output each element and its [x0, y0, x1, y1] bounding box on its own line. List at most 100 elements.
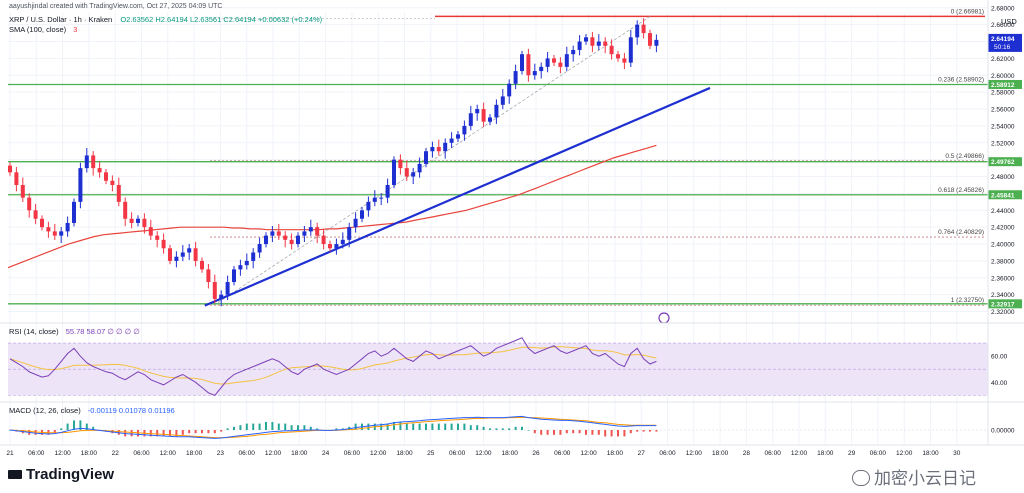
- candle-body: [424, 151, 428, 164]
- candle-body: [372, 197, 377, 202]
- macd-hist-bar: [92, 426, 95, 430]
- candle: [366, 196, 371, 217]
- x-tick: 18:00: [81, 450, 98, 457]
- macd-hist-bar: [604, 430, 607, 437]
- price-tick: 2.34000: [991, 292, 1015, 299]
- candle: [264, 232, 268, 248]
- macd-hist-bar: [508, 428, 511, 430]
- candle: [398, 154, 403, 175]
- macd-hist-bar: [130, 430, 133, 437]
- macd-hist-bar: [297, 425, 299, 430]
- symbol-title[interactable]: XRP / U.S. Dollar · 1h · Kraken: [9, 15, 113, 24]
- macd-hist-bar: [546, 430, 549, 435]
- macd-hist-bar: [527, 430, 530, 431]
- candle-body: [584, 37, 588, 42]
- macd-hist-bar: [73, 420, 75, 430]
- x-tick: 18:00: [817, 450, 834, 457]
- candle-body: [65, 222, 70, 232]
- candle-body: [200, 260, 204, 270]
- candle-body: [628, 37, 633, 63]
- sma-legend[interactable]: SMA (100, close) 3: [9, 25, 77, 34]
- fib-label: 1 (2.32750): [951, 297, 984, 304]
- candle-body: [520, 54, 524, 72]
- candle: [136, 215, 140, 227]
- candle-body: [283, 235, 288, 240]
- candle: [417, 157, 422, 178]
- candle-body: [392, 159, 396, 185]
- macd-hist-bar: [354, 423, 357, 430]
- x-tick: 12:00: [54, 450, 71, 457]
- price-tick: 2.38000: [991, 258, 1015, 265]
- candle: [14, 166, 19, 192]
- macd-hist-bar: [597, 430, 600, 435]
- candle: [635, 20, 640, 45]
- candle: [65, 216, 70, 237]
- candle-body: [430, 147, 435, 152]
- x-tick: 06:00: [554, 450, 571, 457]
- candle-body: [456, 134, 460, 139]
- candle-body: [622, 58, 627, 63]
- candle: [46, 221, 51, 238]
- x-tick: 28: [743, 450, 751, 457]
- candle-body: [590, 37, 595, 46]
- rsi-legend[interactable]: RSI (14, close) 55.78 58.07 ∅ ∅ ∅ ∅: [9, 327, 140, 336]
- price-line-value: 2.32917: [991, 301, 1015, 308]
- candle-body: [648, 33, 652, 46]
- macd-pane[interactable]: [8, 415, 988, 439]
- macd-hist-bar: [181, 430, 184, 435]
- fib-label: 0 (2.66981): [951, 8, 984, 15]
- candle: [52, 223, 57, 241]
- macd-hist-bar: [425, 423, 427, 430]
- candle-body: [385, 184, 390, 198]
- sma-line: [7, 144, 657, 269]
- candle-body: [123, 201, 128, 219]
- rsi-pane[interactable]: [8, 337, 988, 397]
- macd-hist-bar: [277, 423, 280, 430]
- candle: [648, 29, 652, 50]
- candle: [59, 227, 64, 244]
- candle-body: [321, 235, 326, 245]
- macd-hist-bar: [233, 426, 235, 430]
- candle-body: [110, 180, 115, 185]
- x-tick: 12:00: [370, 450, 387, 457]
- candle-body: [360, 210, 364, 219]
- macd-hist-bar: [53, 430, 56, 434]
- price-tick: 2.48000: [991, 174, 1015, 181]
- candle: [500, 88, 505, 110]
- x-tick: 12:00: [686, 450, 703, 457]
- rsi-tick: 40.00: [991, 380, 1008, 387]
- candle: [187, 243, 192, 260]
- price-tick: 2.40000: [991, 242, 1015, 249]
- price-line-tag: [988, 157, 1022, 167]
- candle: [411, 167, 416, 184]
- macd-hist-bar: [213, 430, 216, 434]
- macd-hist-bar: [501, 428, 504, 430]
- macd-hist-bar: [265, 422, 267, 430]
- price-tick: 2.56000: [991, 107, 1015, 114]
- x-tick: 06:00: [449, 450, 466, 457]
- candle: [232, 265, 236, 286]
- candle: [558, 57, 563, 74]
- candle-body: [366, 201, 371, 211]
- x-tick: 18:00: [291, 450, 308, 457]
- corner-watermark-text: 加密小云日记: [874, 469, 976, 488]
- x-tick: 12:00: [791, 450, 808, 457]
- candle-body: [347, 227, 352, 240]
- x-tick: 06:00: [239, 450, 256, 457]
- candle: [520, 50, 524, 75]
- candle: [392, 156, 396, 189]
- macd-hist-bar: [79, 420, 82, 430]
- candle: [340, 232, 345, 249]
- candle: [532, 63, 537, 80]
- price-line-tag: [988, 79, 1022, 89]
- candle-body: [264, 235, 268, 245]
- candle-body: [609, 45, 614, 55]
- x-tick: 25: [427, 450, 435, 457]
- macd-legend[interactable]: MACD (12, 26, close) -0.00119 0.01078 0.…: [9, 406, 175, 415]
- corner-watermark: 加密小云日记: [852, 464, 976, 489]
- candle-body: [468, 113, 473, 126]
- x-tick: 06:00: [870, 450, 887, 457]
- candle: [84, 148, 89, 173]
- macd-hist-bar: [629, 430, 632, 434]
